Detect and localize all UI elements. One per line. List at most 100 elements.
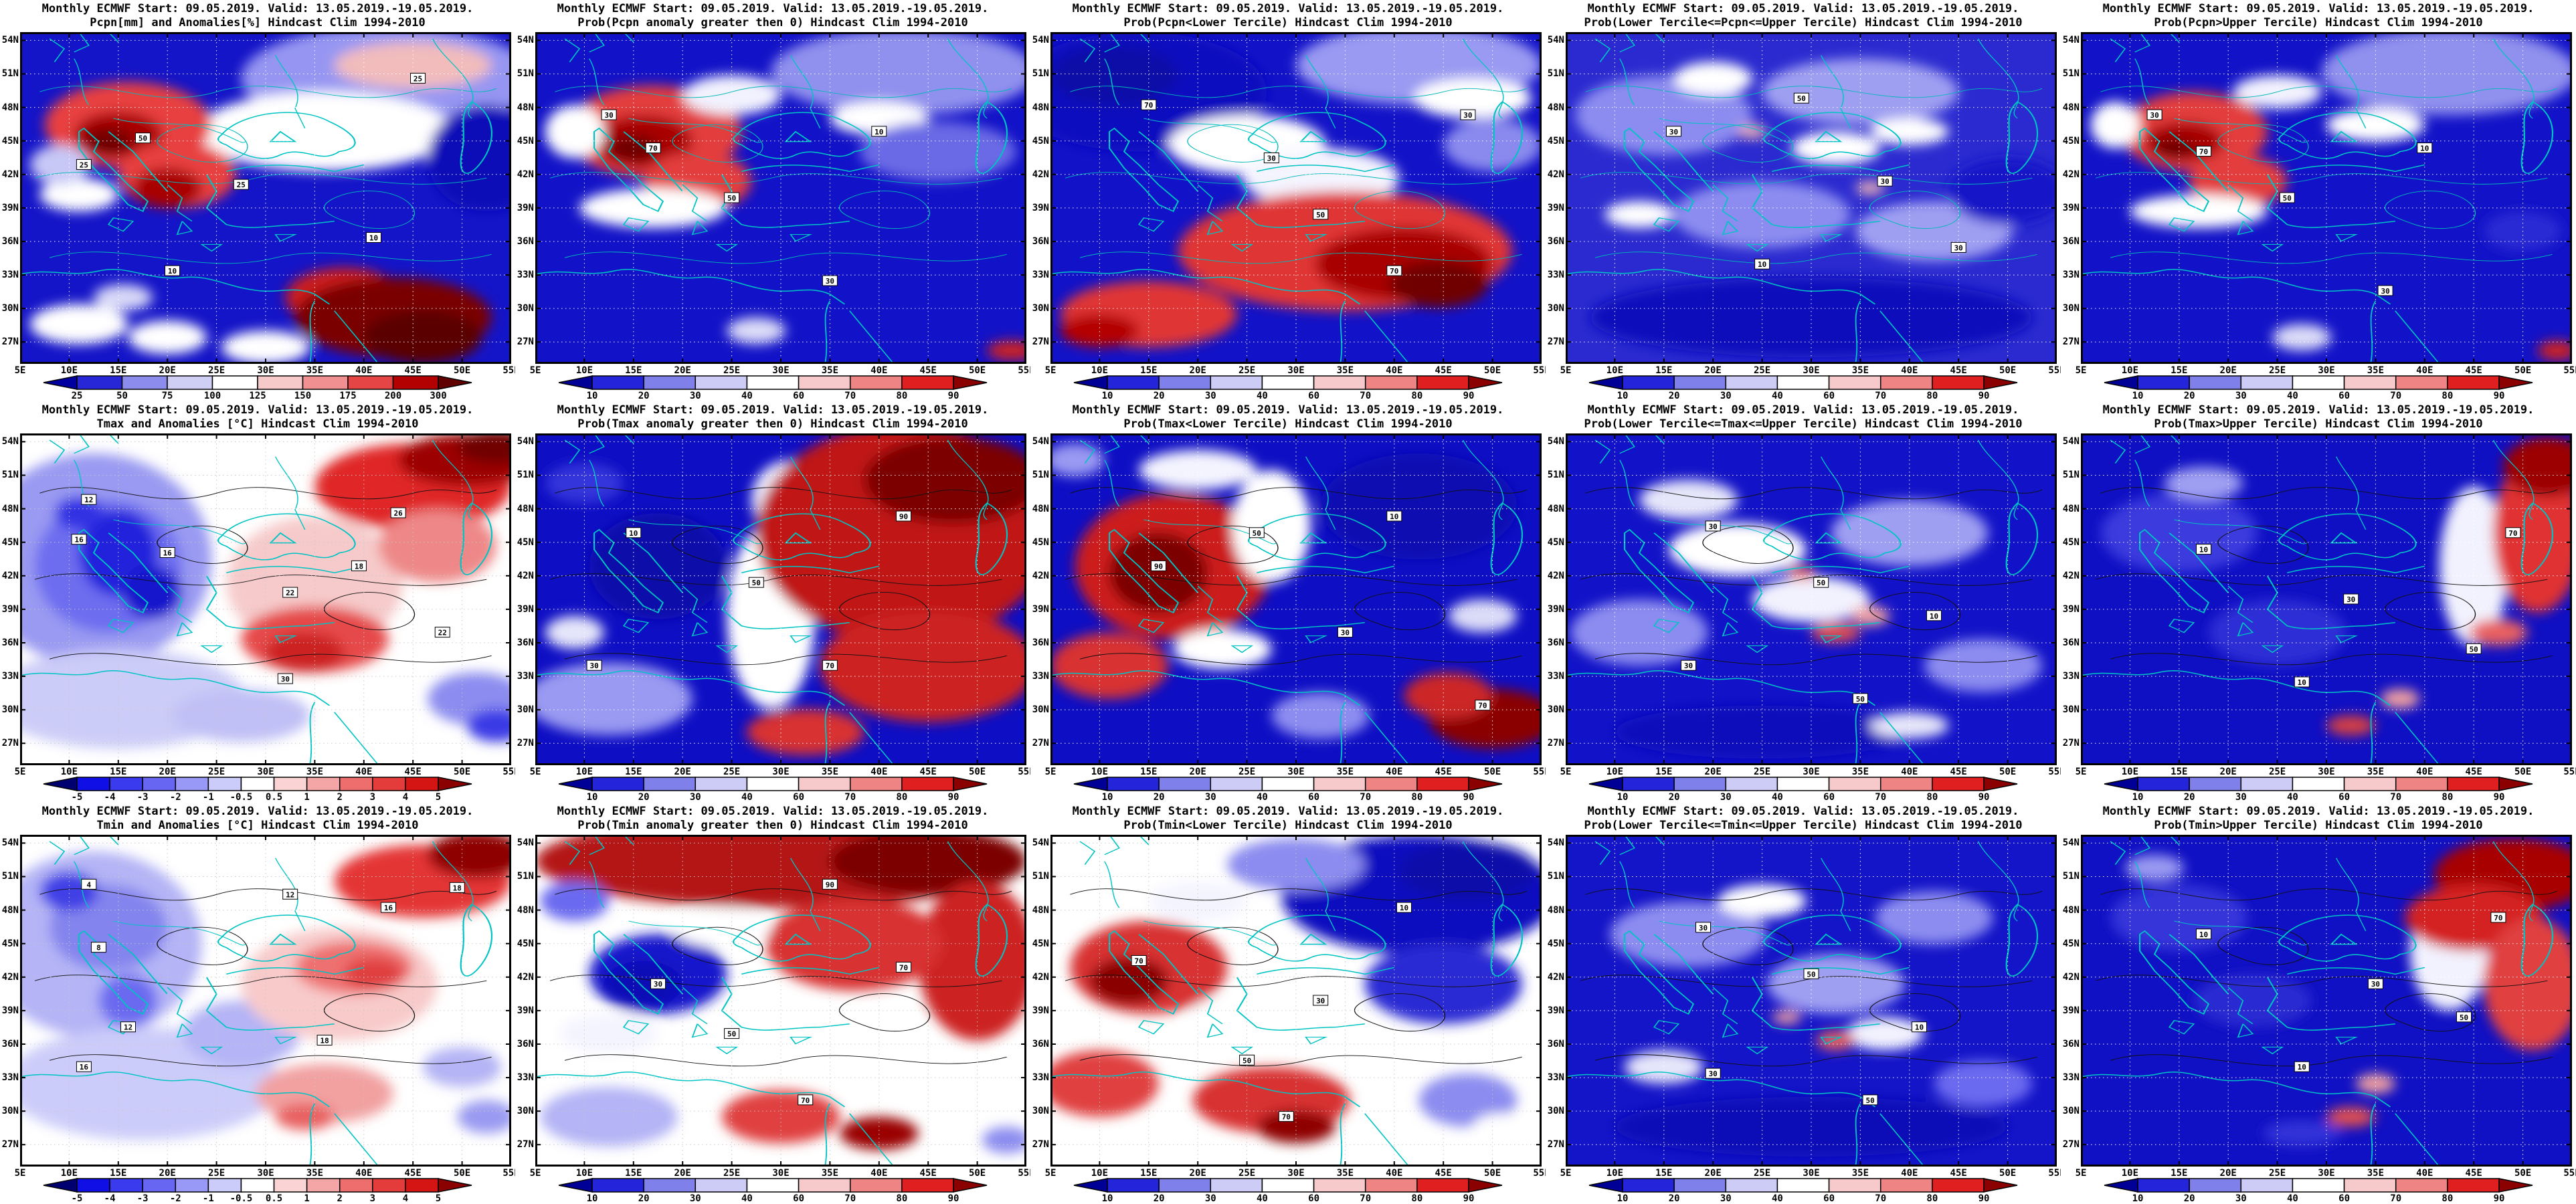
axis-tick-label: 35E <box>821 365 839 376</box>
axis-tick-label: 10E <box>1606 1168 1624 1179</box>
axis-tick-label: 50E <box>1483 365 1501 376</box>
map-canvas: 30 70 50 10 30 <box>2081 32 2572 364</box>
axis-tick-label: 5E <box>1044 1168 1056 1179</box>
colorbar-tick-label: 20 <box>1669 1193 1680 1203</box>
colorbar-tick-label: 40 <box>1257 1193 1268 1203</box>
axis-tick-label: 54N <box>2062 35 2080 46</box>
axis-tick-label: 30E <box>2318 365 2335 376</box>
axis-tick-label: 54N <box>1547 436 1564 447</box>
axis-tick-label: 40E <box>1386 767 1403 777</box>
svg-text:50: 50 <box>2283 194 2292 203</box>
colorbar-tick-label: 25 <box>72 391 83 400</box>
axis-tick-label: 45E <box>404 767 422 777</box>
svg-text:30: 30 <box>1267 154 1276 163</box>
graticule <box>1568 435 2055 763</box>
axis-tick-label: 10E <box>575 1168 593 1179</box>
axis-tick-label: 30E <box>1803 767 1820 777</box>
colorbar-tick-label: 125 <box>249 391 266 400</box>
axis-tick-label: 27N <box>1 336 19 348</box>
axis-tick-label: 54N <box>1032 837 1049 849</box>
axis-tick-label: 40E <box>2416 365 2433 376</box>
axis-tick-label: 5E <box>1044 767 1056 777</box>
svg-text:12: 12 <box>286 890 294 899</box>
axis-tick-label: 15E <box>1655 767 1673 777</box>
axis-tick-label: 33N <box>1 1072 19 1084</box>
colorbar-pcpn: 25 50 75 100 125 150 175 200 300 <box>43 375 472 400</box>
colorbar-temp: -5 -4 -3 -2 -1 -0.5 0.5 1 2 3 4 5 <box>43 777 472 801</box>
axis-tick-label: 15E <box>110 1168 127 1179</box>
axis-tick-label: 33N <box>1 270 19 281</box>
colorbar-tick-label: 30 <box>2235 1193 2247 1203</box>
colorbar-tick-label: 70 <box>1360 391 1371 400</box>
colorbar-tick-label: 90 <box>1979 391 1990 400</box>
axis-tick-label: 30N <box>1547 1106 1564 1117</box>
axis-tick-label: 27N <box>1 1139 19 1150</box>
axis-tick-label: 30N <box>517 1106 534 1117</box>
axis-tick-label: 39N <box>1032 603 1049 615</box>
colorbar-tick-label: 4 <box>403 1193 408 1203</box>
axis-tick-label: 25E <box>1238 1168 1256 1179</box>
svg-text:25: 25 <box>237 181 246 189</box>
colorbar-tick-label: 40 <box>741 391 753 400</box>
colorbar-tick-label: 2 <box>337 792 343 801</box>
axis-tick-label: 15E <box>625 767 642 777</box>
axis-tick-label: 27N <box>517 1139 534 1150</box>
axis-tick-label: 45N <box>1547 135 1564 146</box>
panel-title-line1: Monthly ECMWF Start: 09.05.2019. Valid: … <box>41 403 474 417</box>
graticule <box>2083 837 2570 1165</box>
axis-tick-label: 55E <box>2048 767 2061 777</box>
colorbar-tick-label: 40 <box>2287 391 2298 400</box>
panel-title-line2: Tmax and Anomalies [°C] Hindcast Clim 19… <box>96 417 419 431</box>
colorbar-tick-label: 70 <box>1875 391 1886 400</box>
colorbar-tick-label: 90 <box>2494 391 2505 400</box>
axis-tick-label: 54N <box>517 837 534 849</box>
colorbar-tick-label: 20 <box>2184 391 2195 400</box>
axis-tick-label: 25E <box>2268 767 2286 777</box>
axis-tick-label: 45E <box>404 1168 422 1179</box>
svg-text:30: 30 <box>2371 980 2380 989</box>
colorbar-tick-label: 70 <box>1875 792 1886 801</box>
axis-tick-label: 42N <box>517 971 534 983</box>
colorbar-tick-label: 30 <box>1205 391 1216 400</box>
axis-tick-label: 35E <box>306 1168 324 1179</box>
axis-tick-label: 42N <box>1032 169 1049 180</box>
svg-text:30: 30 <box>1463 111 1472 120</box>
colorbar-tick-label: 30 <box>690 792 701 801</box>
axis-tick-label: 42N <box>1032 570 1049 581</box>
axis-tick-label: 20E <box>674 1168 691 1179</box>
contour-labels: 10 50 90 70 30 <box>586 510 911 671</box>
map-frame <box>2081 433 2572 765</box>
colorbar-tick-label: 40 <box>2287 792 2298 801</box>
axis-tick-label: 48N <box>1 102 19 113</box>
axis-tick-label: 25E <box>1753 1168 1771 1179</box>
svg-text:22: 22 <box>286 589 294 597</box>
colorbar-prob: 10 20 30 40 60 70 80 90 <box>558 375 988 400</box>
svg-text:10: 10 <box>2420 144 2429 153</box>
map-frame <box>20 433 511 765</box>
axis-tick-label: 45E <box>919 1168 937 1179</box>
graticule <box>22 34 509 362</box>
axis-tick-label: 45N <box>1032 135 1049 146</box>
colorbar-tick-label: 300 <box>430 391 446 400</box>
axis-tick-label: 33N <box>1547 671 1564 682</box>
axis-tick-label: 45N <box>1547 536 1564 548</box>
axis-tick-label: 15E <box>1140 1168 1158 1179</box>
colorbar-tick-label: 10 <box>2132 1193 2144 1203</box>
colorbar-tick-label: 80 <box>1411 391 1422 400</box>
colorbar-tick-label: 70 <box>1360 792 1371 801</box>
graticule <box>1052 34 1540 362</box>
colorbar-tick-label: -5 <box>72 1193 83 1203</box>
axis-tick-label: 45E <box>2465 365 2482 376</box>
svg-text:50: 50 <box>727 1030 736 1039</box>
field-shading <box>545 32 1026 361</box>
axis-tick-label: 42N <box>2062 570 2080 581</box>
axis-tick-label: 35E <box>306 365 324 376</box>
axis-tick-label: 36N <box>517 235 534 247</box>
panel-title-line2: Prob(Tmax>Upper Tercile) Hindcast Clim 1… <box>2154 417 2483 431</box>
axis-tick-label: 48N <box>1 503 19 514</box>
axis-tick-label: 30E <box>257 1168 274 1179</box>
axis-tick-label: 27N <box>1547 738 1564 749</box>
colorbar-tick-label: -2 <box>170 792 181 801</box>
svg-text:10: 10 <box>1400 904 1408 912</box>
colorbar-tick-label: 10 <box>2132 391 2144 400</box>
